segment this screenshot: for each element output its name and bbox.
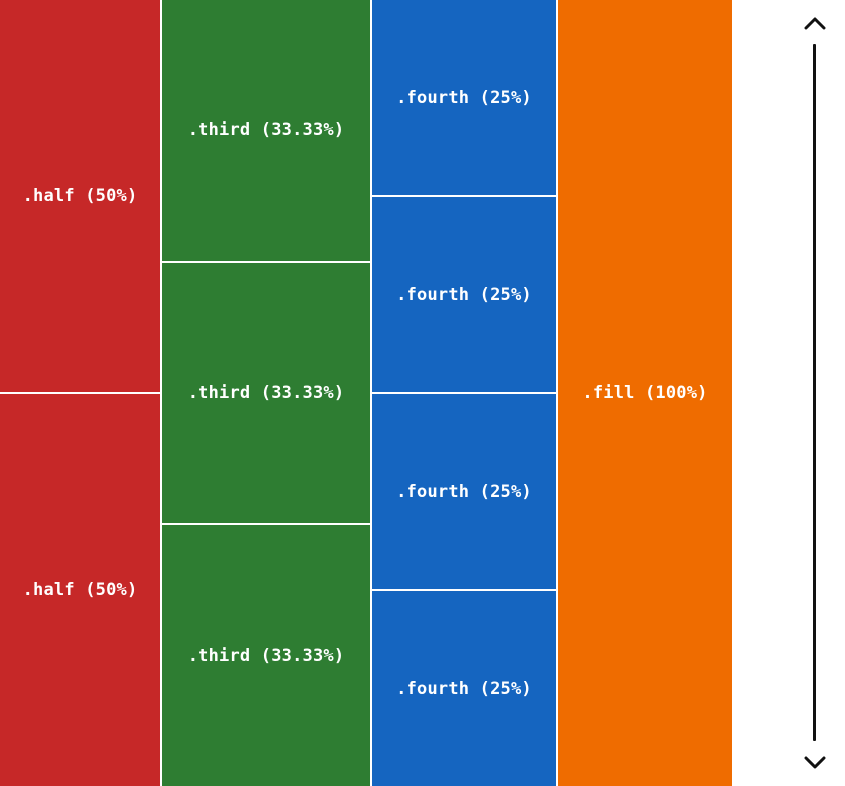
scroll-down-button[interactable]: [796, 748, 834, 778]
scroll-up-button[interactable]: [796, 8, 834, 38]
third-column: .third (33.33%) .third (33.33%) .third (…: [162, 0, 370, 786]
fill-column: .fill (100%): [558, 0, 732, 786]
fourth-column: .fourth (25%) .fourth (25%) .fourth (25%…: [372, 0, 556, 786]
chevron-down-icon: [804, 756, 826, 769]
fourth-cell: .fourth (25%): [372, 0, 556, 195]
fourth-cell: .fourth (25%): [372, 392, 556, 589]
chevron-up-icon: [804, 17, 826, 30]
third-cell: .third (33.33%): [162, 0, 370, 261]
fourth-cell: .fourth (25%): [372, 195, 556, 392]
fill-cell: .fill (100%): [558, 0, 732, 786]
third-cell: .third (33.33%): [162, 523, 370, 786]
third-cell: .third (33.33%): [162, 260, 370, 524]
fourth-cell: .fourth (25%): [372, 589, 556, 786]
half-cell: .half (50%): [0, 392, 160, 786]
vertical-scrollbar[interactable]: [796, 0, 834, 786]
half-column: .half (50%) .half (50%): [0, 0, 160, 786]
half-cell: .half (50%): [0, 0, 160, 392]
scroll-track[interactable]: [813, 44, 816, 741]
